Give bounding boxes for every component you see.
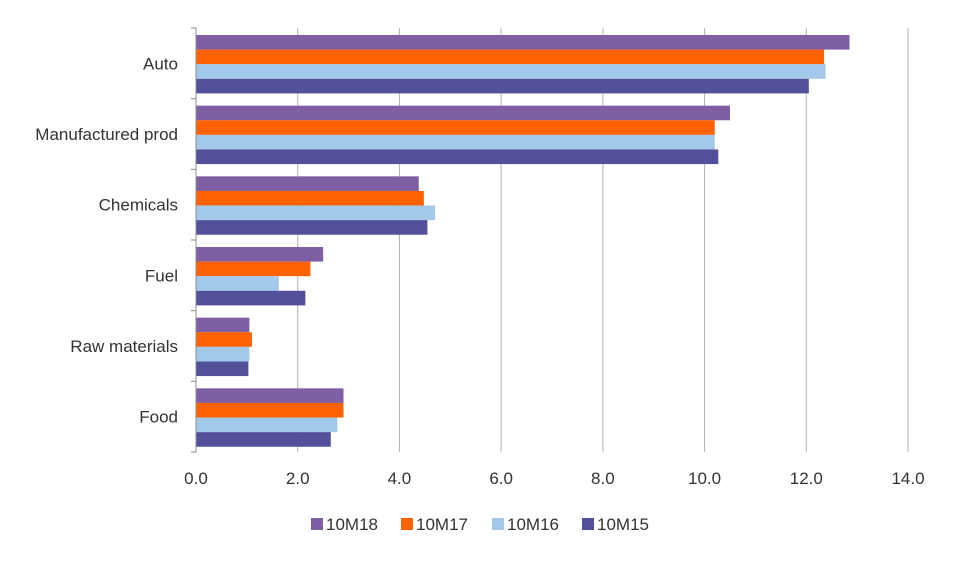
bar-10m18-raw-materials	[196, 317, 250, 333]
category-label: Food	[139, 408, 178, 427]
bar-10m15-auto	[196, 78, 809, 94]
x-tick-label: 10.0	[688, 469, 721, 488]
bar-10m18-chemicals	[196, 176, 419, 191]
bar-10m15-manufactured-prod	[196, 149, 719, 165]
bar-10m15-chemicals	[196, 220, 428, 235]
x-tick-label: 12.0	[790, 469, 823, 488]
category-label: Manufactured prod	[35, 125, 178, 144]
x-tick-label: 4.0	[388, 469, 412, 488]
bar-10m17-raw-materials	[196, 332, 252, 347]
bars	[196, 35, 850, 447]
x-tick-label: 8.0	[591, 469, 615, 488]
bar-10m18-auto	[196, 35, 850, 50]
legend-label-10m17: 10M17	[416, 515, 468, 534]
bar-10m16-raw-materials	[196, 346, 250, 362]
bar-10m17-manufactured-prod	[196, 120, 715, 135]
bar-10m15-food	[196, 432, 331, 447]
category-label: Auto	[143, 54, 178, 73]
bar-10m18-fuel	[196, 247, 324, 262]
bar-10m16-manufactured-prod	[196, 134, 715, 150]
legend-label-10m15: 10M15	[597, 515, 649, 534]
category-label: Fuel	[145, 266, 178, 285]
bar-10m15-raw-materials	[196, 361, 249, 377]
bar-10m16-auto	[196, 64, 826, 79]
gridlines	[297, 28, 909, 452]
legend-swatch-10m15	[582, 518, 594, 530]
bar-10m16-food	[196, 417, 338, 433]
x-tick-label: 6.0	[489, 469, 513, 488]
legend-swatch-10m16	[492, 518, 504, 530]
x-tick-label: 14.0	[891, 469, 924, 488]
legend-label-10m16: 10M16	[507, 515, 559, 534]
x-tick-label: 2.0	[286, 469, 310, 488]
bar-10m16-fuel	[196, 276, 279, 291]
x-tick-labels: 0.0 2.0 4.0 6.0 8.0 10.0 12.0 14.0	[184, 469, 924, 488]
bar-10m17-food	[196, 402, 344, 418]
category-axis	[191, 27, 197, 453]
legend: 10M18 10M17 10M16 10M15	[311, 515, 649, 534]
legend-swatch-10m18	[311, 518, 323, 530]
bar-10m15-fuel	[196, 290, 306, 306]
legend-swatch-10m17	[401, 518, 413, 530]
x-tick-label: 0.0	[184, 469, 208, 488]
category-label: Raw materials	[70, 337, 178, 356]
category-label: Chemicals	[99, 196, 178, 215]
bar-10m18-manufactured-prod	[196, 105, 730, 121]
legend-label-10m18: 10M18	[326, 515, 378, 534]
bar-10m17-auto	[196, 49, 825, 65]
bar-10m17-fuel	[196, 261, 311, 277]
bar-10m17-chemicals	[196, 190, 424, 206]
bar-10m18-food	[196, 388, 344, 403]
bar-10m16-chemicals	[196, 205, 436, 221]
category-labels: Auto Manufactured prod Chemicals Fuel Raw ma…	[35, 54, 178, 426]
